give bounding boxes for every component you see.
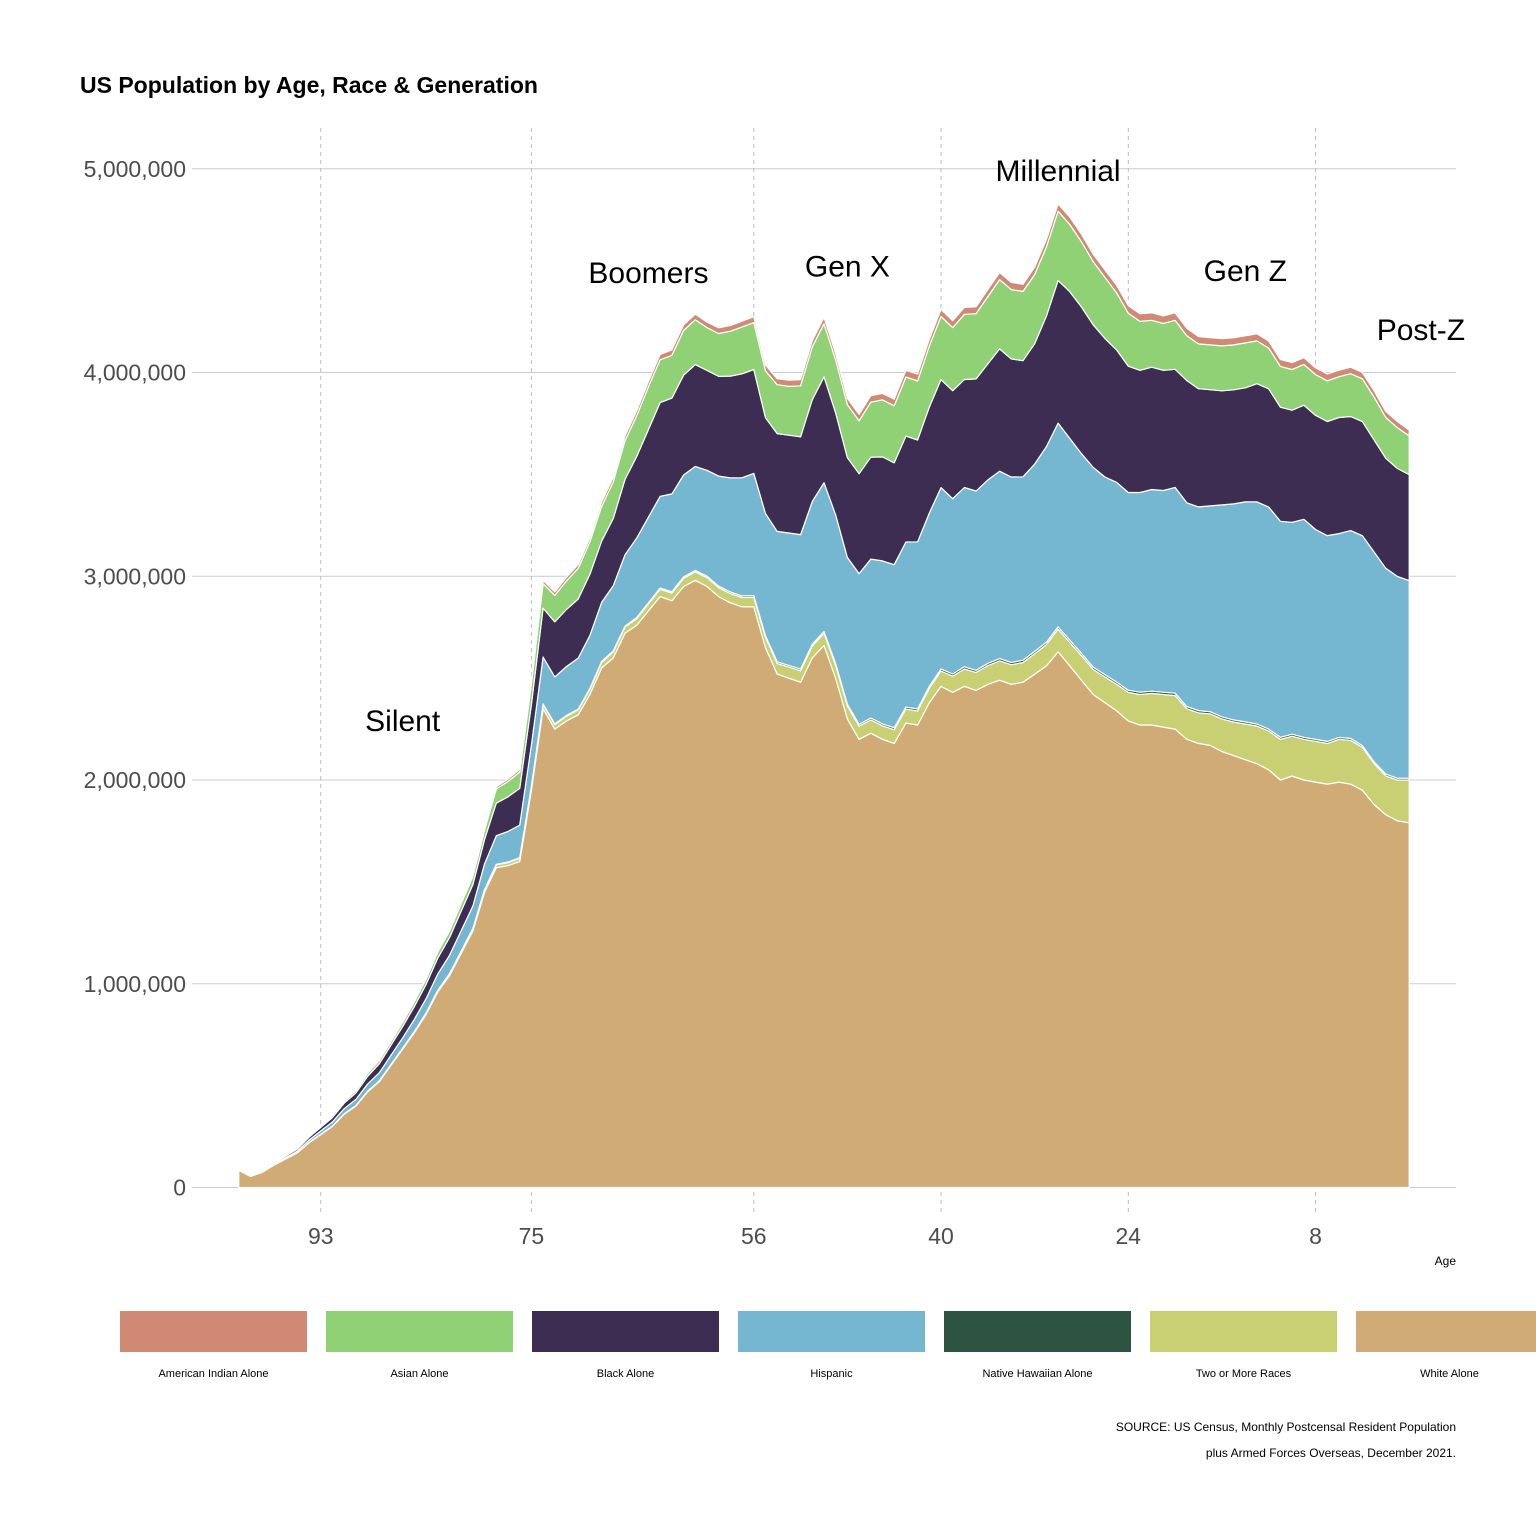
x-tick-label: 93 [308,1223,334,1249]
x-axis-title: Age [1435,1254,1457,1268]
legend-label: American Indian Alone [158,1368,268,1380]
x-tick-label: 24 [1115,1223,1141,1249]
legend-label: Asian Alone [390,1368,448,1380]
legend-swatch [1150,1311,1337,1352]
chart-title: US Population by Age, Race & Generation [80,72,538,98]
y-axis: 0 1,000,000 2,000,000 3,000,000 4,000,000 5,0… [84,156,186,1201]
y-tick-label: 5,000,000 [84,156,186,182]
legend-swatch [738,1311,925,1352]
y-tick-label: 4,000,000 [84,360,186,386]
legend-label: White Alone [1420,1368,1479,1380]
generation-labels: Silent Boomers Gen X Millennial Gen Z Post-Z [365,155,1465,738]
generation-label: Boomers [588,257,708,290]
generation-label: Gen X [805,251,890,284]
y-tick-label: 3,000,000 [84,563,186,589]
x-tick-label: 75 [519,1223,545,1249]
legend-label: Native Hawaiian Alone [982,1368,1092,1380]
source-note: SOURCE: US Census, Monthly Postcensal Re… [1116,1414,1456,1466]
legend-label: Black Alone [597,1368,654,1380]
legend-swatch [120,1311,307,1352]
source-line-1: SOURCE: US Census, Monthly Postcensal Re… [1115,1420,1456,1434]
source-line-2: plus Armed Forces Overseas, December 202… [1205,1446,1456,1460]
area-series [238,203,1410,1189]
x-tick-label: 56 [741,1223,767,1249]
y-tick-label: 0 [173,1175,186,1201]
generation-label: Silent [365,705,441,738]
generation-label: Gen Z [1204,255,1287,288]
legend-swatch [944,1311,1131,1352]
legend-swatch [326,1311,513,1352]
x-tick-label: 8 [1309,1223,1322,1249]
generation-label: Millennial [996,155,1121,188]
x-axis: 93 75 56 40 24 8 Age [308,1223,1456,1268]
legend-label: Hispanic [810,1368,853,1380]
area-american-indian-alone [238,203,1410,1176]
x-tick-label: 40 [928,1223,954,1249]
legend: American Indian Alone Asian Alone Black Al… [120,1311,1536,1380]
generation-label: Post-Z [1377,314,1465,347]
legend-label: Two or More Races [1196,1368,1292,1380]
y-tick-label: 1,000,000 [84,971,186,997]
legend-swatch [532,1311,719,1352]
legend-swatch [1356,1311,1536,1352]
y-tick-label: 2,000,000 [84,767,186,793]
